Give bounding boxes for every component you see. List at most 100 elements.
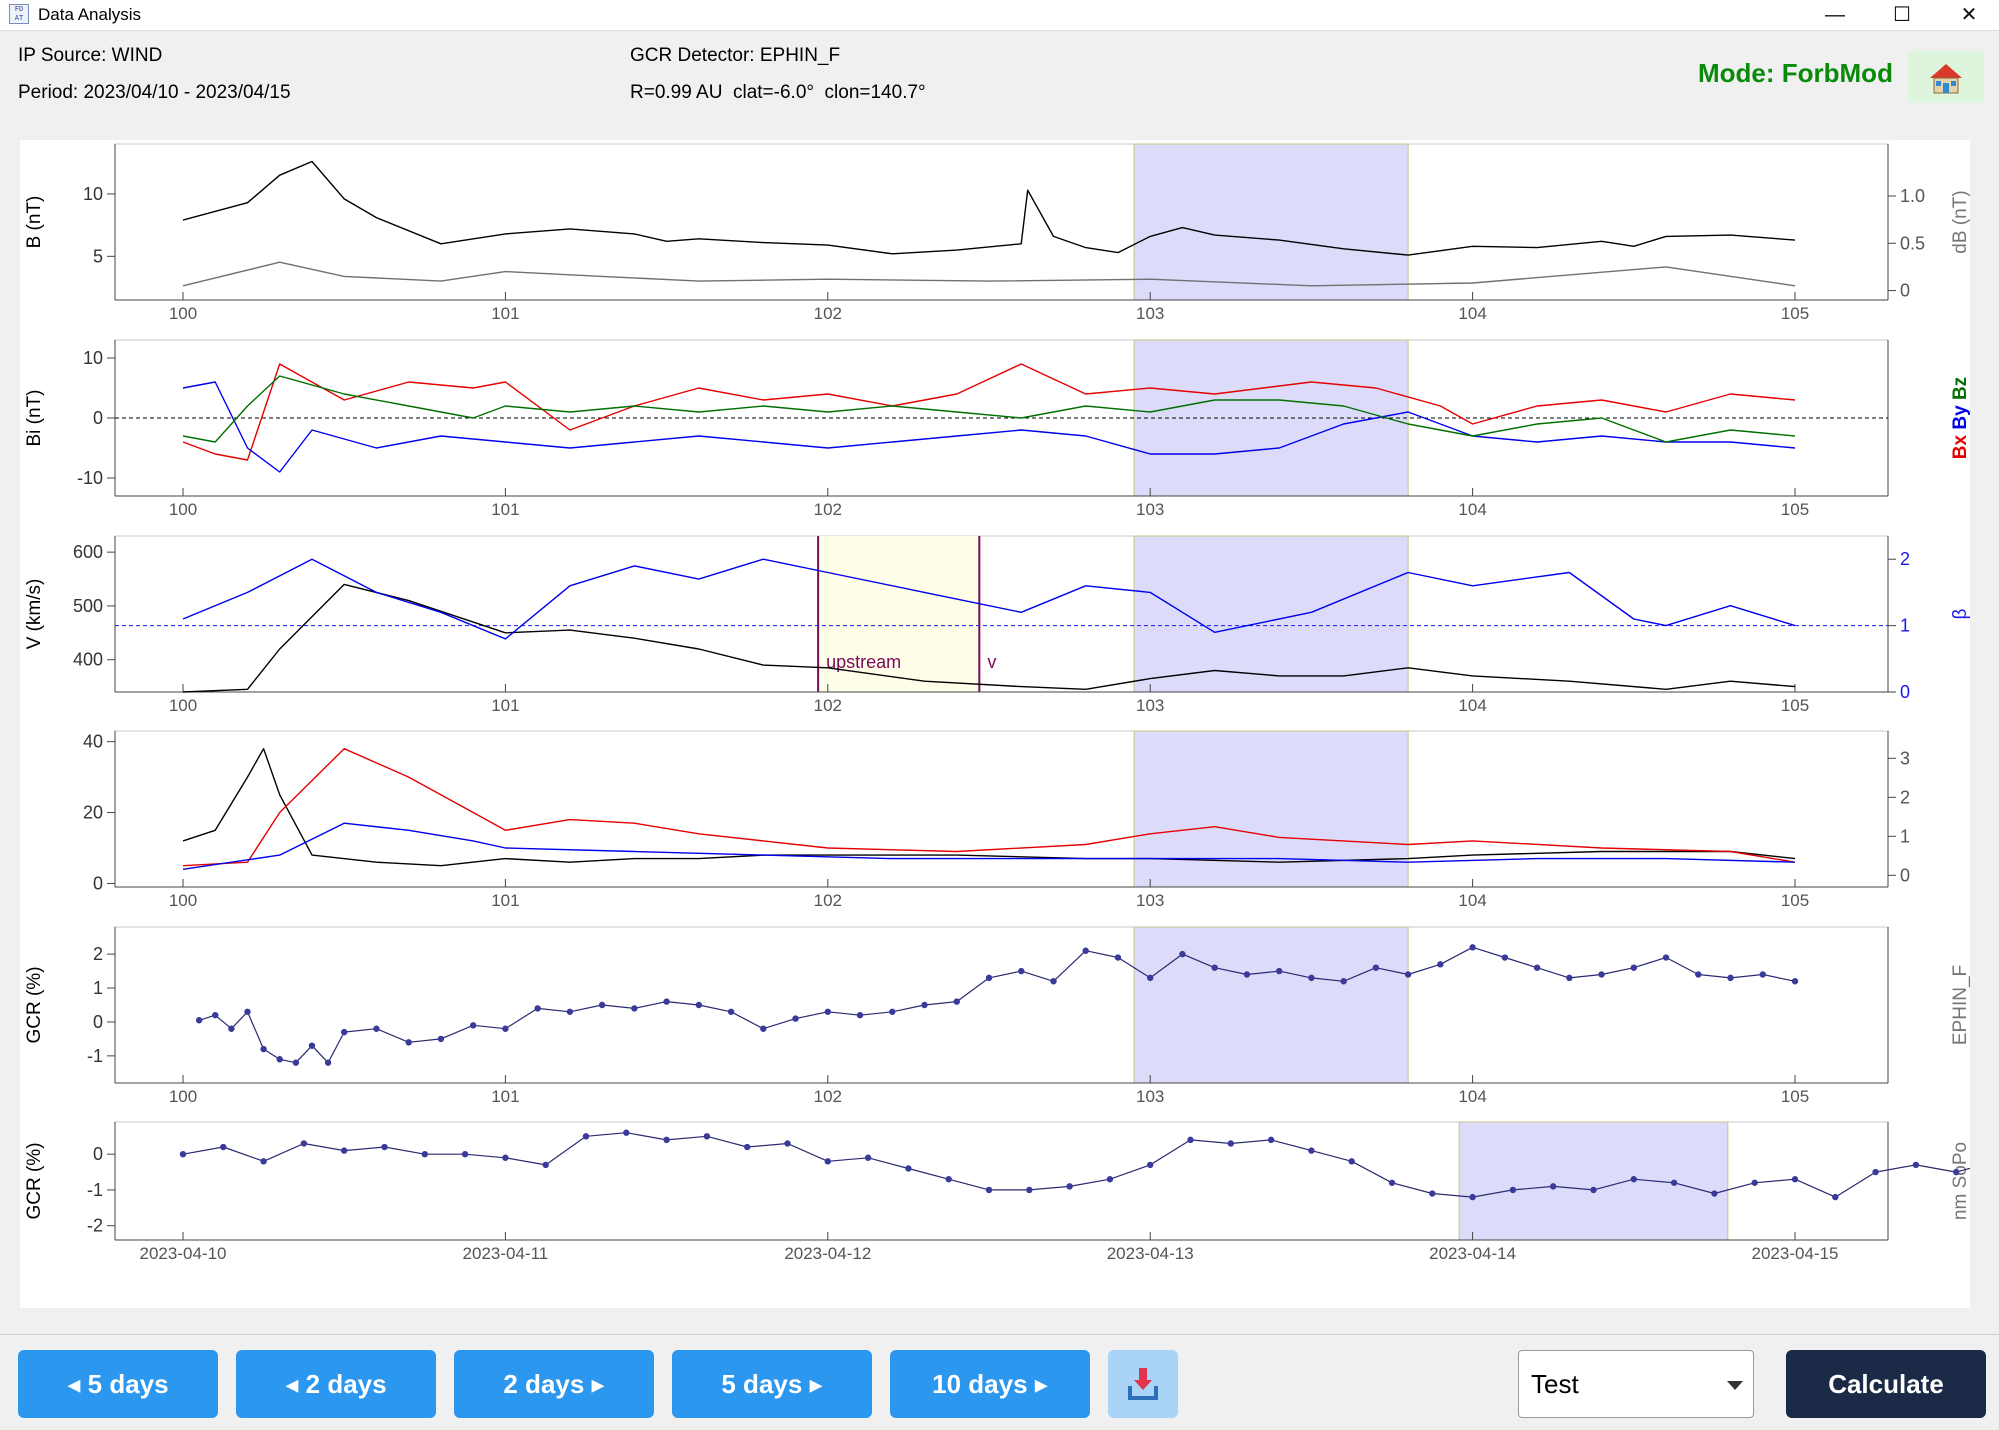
x-tick-label-0-3: 103 [1136,304,1164,323]
x-tick-label-2-1: 101 [491,696,519,715]
back-5-days-button[interactable]: ◂ 5 days [18,1350,218,1418]
v-label: v [987,652,996,672]
data-point-5-33 [1509,1186,1517,1194]
data-point-4-38 [1275,967,1283,975]
data-point-5-7 [461,1150,469,1158]
data-point-4-35 [1179,950,1186,958]
period-label: Period: 2023/04/10 - 2023/04/15 [18,82,291,103]
plot-area[interactable]: 100 101 102 103 104 105 5 10 0 0.5 1.0 B (nT) dB (nT… [20,140,1999,1308]
y-tick-label-4-1: 0 [93,1012,103,1032]
x-tick-label-2-5: 105 [1781,696,1809,715]
x-tick-label-5-4: 2023-04-14 [1429,1244,1516,1263]
data-point-4-49 [1630,964,1638,971]
data-point-4-47 [1566,974,1573,982]
minimize-button[interactable]: — [1825,4,1845,26]
data-point-4-21 [727,1008,735,1015]
x-tick-label-4-1: 101 [491,1087,519,1106]
calculate-button[interactable]: Calculate [1786,1350,1986,1418]
y-right-tick-label-0-1: 0.5 [1900,233,1925,253]
data-point-4-23 [792,1015,799,1022]
upstream-region [818,536,980,692]
data-point-5-16 [824,1158,831,1165]
x-tick-label-4-5: 105 [1781,1087,1809,1106]
y-tick-label-0-1: 10 [83,184,103,204]
data-point-5-9 [542,1161,549,1169]
forward-5-days-button[interactable]: 5 days ▸ [672,1350,872,1418]
data-point-4-30 [1018,967,1025,975]
series-line-3-2 [182,822,1796,870]
data-point-5-19 [945,1176,952,1183]
highlight-region-4 [1133,926,1409,1084]
data-point-4-29 [985,974,993,982]
close-button[interactable]: ✕ [1960,4,1978,26]
data-point-5-2 [260,1158,267,1165]
y-tick-label-1-2: 10 [83,348,103,368]
panel-frame-0 [114,143,1889,301]
save-button[interactable] [1108,1350,1178,1418]
data-point-5-6 [421,1150,428,1158]
y-tick-label-4-0: -1 [87,1046,103,1066]
series-line-5-0 [182,1132,1999,1198]
y-tick-label-4-3: 2 [93,944,103,964]
data-point-4-50 [1662,954,1670,961]
y-tick-label-2-0: 400 [73,650,103,670]
data-point-4-17 [598,1001,606,1009]
y-axis-label-1: Bi (nT) [24,390,45,447]
x-tick-label-0-1: 101 [491,304,519,323]
data-point-5-21 [1026,1186,1033,1194]
home-button[interactable] [1908,51,1984,103]
x-tick-label-0-0: 100 [169,304,197,323]
position-label: R=0.99 AU clat=-6.0° clon=140.7° [630,82,926,103]
x-tick-label-5-3: 2023-04-13 [1107,1244,1194,1263]
x-tick-label-3-4: 104 [1458,891,1486,910]
y-tick-label-5-0: -2 [87,1216,103,1236]
y-tick-label-4-2: 1 [93,978,103,998]
data-point-4-44 [1469,944,1476,951]
back-2-days-button[interactable]: ◂ 2 days [236,1350,436,1418]
data-point-5-28 [1308,1147,1315,1154]
data-point-5-4 [341,1147,348,1154]
x-tick-label-1-1: 101 [491,500,519,519]
data-point-5-40 [1791,1176,1799,1183]
y-right-axis-label-5: nm SoPo [1950,1142,1970,1220]
data-point-5-15 [784,1140,791,1147]
home-icon [1930,64,1962,94]
highlight-region-2 [1133,535,1409,693]
x-tick-label-5-1: 2023-04-11 [463,1244,549,1263]
data-point-4-0 [195,1017,203,1024]
data-point-5-14 [744,1143,751,1151]
mode-select[interactable]: Test [1518,1350,1754,1418]
series-line-1-0 [182,363,1796,461]
data-point-4-46 [1533,964,1541,971]
data-point-5-41 [1832,1193,1839,1201]
window-title: Data Analysis [38,5,141,24]
data-point-5-32 [1469,1193,1476,1201]
data-point-5-39 [1751,1179,1758,1186]
y-tick-label-1-1: 0 [93,408,103,428]
data-point-5-13 [703,1133,711,1140]
y-axis-label-2: V (km/s) [24,579,45,650]
y-right-tick-label-2-0: 0 [1900,682,1910,702]
series-line-2-1 [182,558,1796,640]
data-point-5-29 [1348,1158,1355,1165]
data-point-4-48 [1598,971,1605,978]
y-tick-label-2-1: 500 [73,596,103,616]
data-point-5-23 [1106,1176,1114,1183]
forward-2-days-button[interactable]: 2 days ▸ [454,1350,654,1418]
series-line-3-1 [182,748,1796,867]
series-line-3-0 [182,748,1796,867]
data-point-4-54 [1791,978,1799,985]
x-tick-label-3-2: 102 [814,891,842,910]
highlight-region-5 [1458,1121,1729,1241]
data-point-4-8 [324,1059,332,1066]
panel-frame-4 [114,926,1889,1084]
forward-10-days-button[interactable]: 10 days ▸ [890,1350,1090,1418]
data-point-4-34 [1147,974,1154,982]
data-point-4-11 [405,1039,412,1046]
data-point-4-9 [341,1028,348,1036]
x-tick-label-1-4: 104 [1458,500,1486,519]
highlight-region-0 [1133,143,1409,301]
data-point-4-5 [276,1056,283,1063]
maximize-button[interactable]: ☐ [1893,4,1911,26]
